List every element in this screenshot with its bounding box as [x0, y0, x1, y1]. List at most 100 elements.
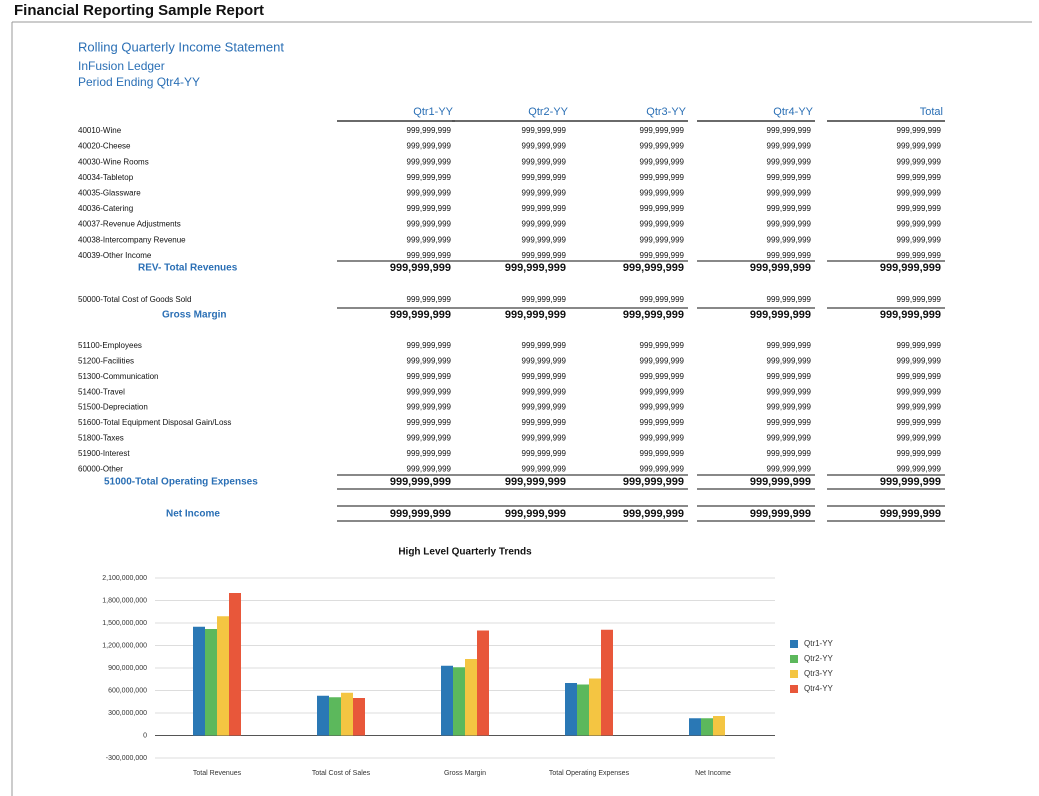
- y-tick-label: 1,200,000,000: [102, 642, 147, 649]
- cell: 999,999,999: [897, 173, 942, 182]
- legend-label: Qtr2-YY: [804, 654, 834, 663]
- cell: 999,999,999: [522, 341, 567, 350]
- bar: [589, 678, 601, 736]
- cell: 999,999,999: [767, 142, 812, 151]
- chart-title: High Level Quarterly Trends: [398, 547, 532, 558]
- cell: 999,999,999: [640, 449, 685, 458]
- cell: 999,999,999: [767, 189, 812, 198]
- legend-swatch: [790, 655, 798, 663]
- cell: 999,999,999: [407, 403, 452, 412]
- cell: 999,999,999: [390, 508, 451, 520]
- row-label: 51200-Facilities: [78, 357, 134, 366]
- cell: 999,999,999: [640, 464, 685, 473]
- legend-swatch: [790, 670, 798, 678]
- cell: 999,999,999: [522, 142, 567, 151]
- cell: 999,999,999: [767, 295, 812, 304]
- cell: 999,999,999: [522, 372, 567, 381]
- cell: 999,999,999: [640, 157, 685, 166]
- cell: 999,999,999: [505, 508, 566, 520]
- cell: 999,999,999: [522, 357, 567, 366]
- y-tick-label: 1,800,000,000: [102, 597, 147, 604]
- row-label: 40039-Other Income: [78, 251, 152, 260]
- bar: [341, 692, 353, 736]
- cell: 999,999,999: [505, 476, 566, 488]
- cell: 999,999,999: [623, 262, 684, 274]
- cell: 999,999,999: [880, 476, 941, 488]
- cell: 999,999,999: [522, 449, 567, 458]
- cell: 999,999,999: [390, 309, 451, 321]
- cell: 999,999,999: [897, 295, 942, 304]
- column-header: Qtr4-YY: [773, 106, 813, 118]
- y-tick-label: 0: [143, 732, 147, 739]
- cell: 999,999,999: [767, 434, 812, 443]
- cell: 999,999,999: [767, 235, 812, 244]
- cell: 999,999,999: [767, 464, 812, 473]
- x-tick-label: Total Operating Expenses: [549, 770, 630, 777]
- column-header: Qtr2-YY: [528, 106, 568, 118]
- row-label: 50000-Total Cost of Goods Sold: [78, 295, 191, 304]
- cell: 999,999,999: [390, 476, 451, 488]
- bar: [689, 718, 701, 736]
- cell: 999,999,999: [880, 262, 941, 274]
- cell: 999,999,999: [640, 341, 685, 350]
- row-label: 40036-Catering: [78, 204, 133, 213]
- cell: 999,999,999: [522, 464, 567, 473]
- subtitle: Period Ending Qtr4-YY: [78, 75, 200, 89]
- bar: [193, 626, 205, 736]
- cell: 999,999,999: [897, 142, 942, 151]
- cell: 999,999,999: [897, 126, 942, 135]
- cell: 999,999,999: [407, 372, 452, 381]
- bar: [217, 616, 229, 736]
- bar: [601, 629, 613, 736]
- cell: 999,999,999: [767, 418, 812, 427]
- cell: 999,999,999: [522, 403, 567, 412]
- cell: 999,999,999: [897, 464, 942, 473]
- report-title: Financial Reporting Sample Report: [14, 2, 264, 19]
- y-tick-label: -300,000,000: [106, 755, 147, 762]
- cell: 999,999,999: [407, 251, 452, 260]
- cell: 999,999,999: [897, 189, 942, 198]
- cell: 999,999,999: [897, 251, 942, 260]
- cell: 999,999,999: [522, 157, 567, 166]
- row-label: 51900-Interest: [78, 449, 130, 458]
- cell: 999,999,999: [522, 418, 567, 427]
- total-label: 51000-Total Operating Expenses: [104, 477, 258, 488]
- cell: 999,999,999: [407, 220, 452, 229]
- cell: 999,999,999: [897, 220, 942, 229]
- x-tick-label: Gross Margin: [444, 770, 486, 777]
- cell: 999,999,999: [407, 189, 452, 198]
- row-label: 60000-Other: [78, 464, 123, 473]
- row-label: 40030-Wine Rooms: [78, 157, 149, 166]
- legend-label: Qtr1-YY: [804, 639, 834, 648]
- cell: 999,999,999: [767, 204, 812, 213]
- cell: 999,999,999: [767, 251, 812, 260]
- cell: 999,999,999: [767, 126, 812, 135]
- cell: 999,999,999: [407, 341, 452, 350]
- row-label: 51500-Depreciation: [78, 403, 148, 412]
- cell: 999,999,999: [407, 387, 452, 396]
- bar: [577, 684, 589, 736]
- cell: 999,999,999: [407, 235, 452, 244]
- cell: 999,999,999: [623, 508, 684, 520]
- cell: 999,999,999: [767, 403, 812, 412]
- row-label: 51100-Employees: [78, 341, 142, 350]
- total-label: REV- Total Revenues: [138, 263, 238, 274]
- cell: 999,999,999: [522, 204, 567, 213]
- bar: [713, 716, 725, 736]
- cell: 999,999,999: [897, 372, 942, 381]
- cell: 999,999,999: [522, 235, 567, 244]
- bar: [465, 659, 477, 736]
- cell: 999,999,999: [640, 372, 685, 381]
- row-label: 51800-Taxes: [78, 434, 124, 443]
- column-header: Qtr1-YY: [413, 106, 453, 118]
- cell: 999,999,999: [767, 387, 812, 396]
- cell: 999,999,999: [897, 449, 942, 458]
- cell: 999,999,999: [640, 434, 685, 443]
- cell: 999,999,999: [522, 387, 567, 396]
- subtitle: InFusion Ledger: [78, 59, 165, 73]
- y-tick-label: 2,100,000,000: [102, 575, 147, 582]
- cell: 999,999,999: [640, 251, 685, 260]
- cell: 999,999,999: [522, 126, 567, 135]
- cell: 999,999,999: [640, 403, 685, 412]
